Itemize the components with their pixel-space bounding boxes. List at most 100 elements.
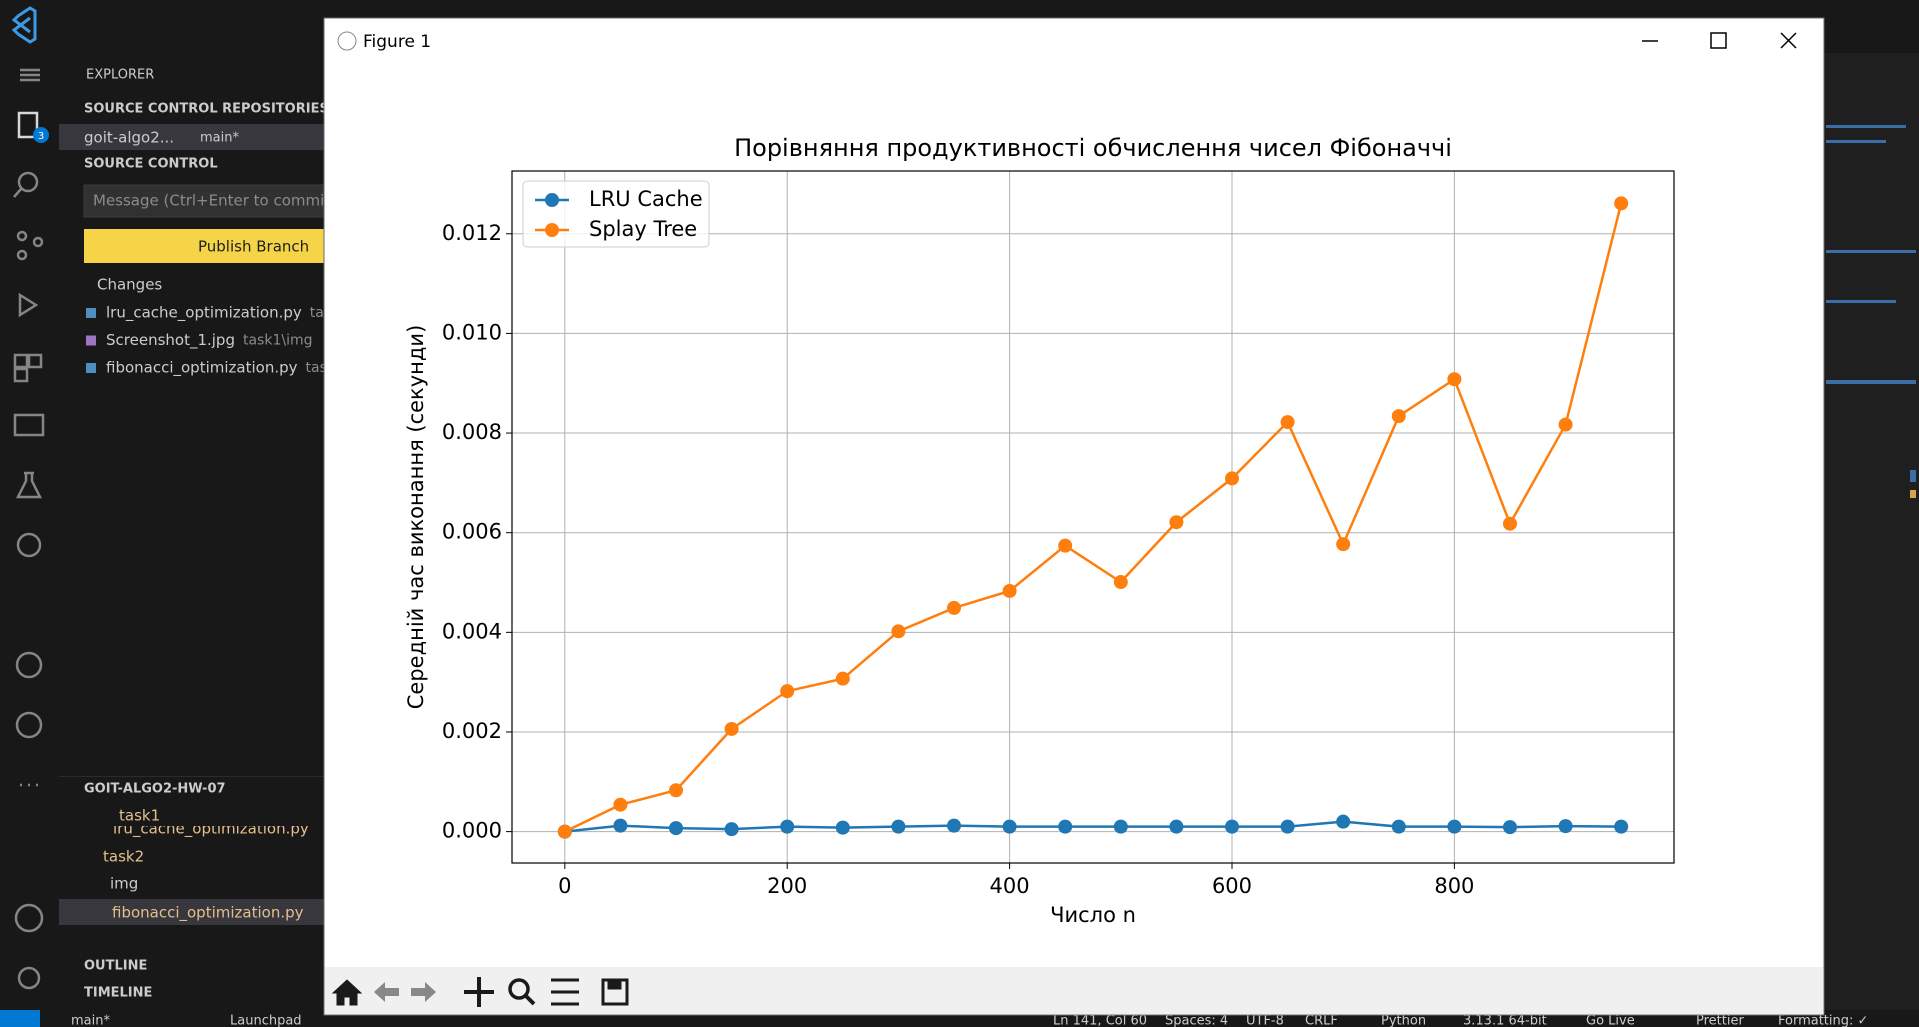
legend-marker [545, 223, 559, 237]
plot-frame [511, 170, 1675, 864]
data-point [1113, 819, 1128, 834]
explorer-title: EXPLORER [86, 68, 154, 83]
data-point [1002, 583, 1017, 598]
y-axis-label: Середній час виконання (секунди) [404, 325, 428, 710]
y-tick-label: 0.012 [442, 221, 502, 245]
data-point [1224, 819, 1239, 834]
tree-item[interactable]: img [110, 875, 138, 893]
file-name[interactable]: fibonacci_optimization.py [106, 359, 298, 378]
commit-placeholder[interactable]: Message (Ctrl+Enter to commit [93, 192, 330, 210]
series-line [564, 820, 1622, 833]
status-item[interactable]: main* [71, 1014, 110, 1027]
data-point [724, 721, 739, 736]
window-title: Figure 1 [363, 32, 431, 52]
chart: Порівняння продуктивності обчислення чис… [404, 134, 1675, 927]
data-point [1447, 819, 1462, 834]
repo-branch[interactable]: main* [200, 131, 239, 146]
status-item[interactable]: Python [1381, 1014, 1426, 1027]
x-tick-label: 800 [1434, 874, 1474, 898]
data-point [1502, 820, 1517, 835]
data-point [1614, 196, 1629, 211]
tree-item[interactable]: task2 [103, 848, 144, 866]
status-item[interactable]: Go Live [1586, 1014, 1635, 1027]
file-icon [86, 335, 96, 346]
badge-count: 3 [38, 131, 44, 142]
series-line [564, 203, 1623, 833]
badge [33, 127, 49, 143]
data-point [724, 822, 739, 837]
data-point [1169, 819, 1184, 834]
data-point [835, 820, 850, 835]
window-controls[interactable] [1642, 32, 1797, 49]
data-point [613, 797, 628, 812]
tree-item[interactable]: fibonacci_optimization.py [112, 904, 304, 923]
data-point [891, 624, 906, 639]
y-tick-label: 0.004 [442, 619, 502, 643]
data-point [669, 783, 684, 798]
x-tick-label: 200 [767, 874, 807, 898]
x-tick-label: 400 [990, 874, 1030, 898]
data-point [891, 819, 906, 834]
status-item[interactable]: UTF-8 [1246, 1014, 1284, 1027]
activity-bar [0, 53, 59, 1010]
data-point [1058, 538, 1073, 553]
publish-button[interactable] [84, 229, 324, 263]
status-item[interactable]: Ln 141, Col 60 [1053, 1014, 1147, 1027]
status-item[interactable]: CRLF [1305, 1014, 1338, 1027]
legend-label: Splay Tree [589, 217, 697, 241]
section-header[interactable]: GOIT-ALGO2-HW-07 [84, 782, 226, 797]
status-item[interactable]: Prettier [1696, 1014, 1744, 1027]
data-point [613, 818, 628, 833]
data-point [1280, 819, 1295, 834]
repo-name[interactable]: goit-algo2... [84, 129, 174, 147]
data-point [1336, 537, 1351, 552]
status-item[interactable]: Launchpad [230, 1014, 302, 1027]
data-point [835, 671, 850, 686]
data-point [1058, 819, 1073, 834]
section-header[interactable]: TIMELINE [84, 986, 152, 1001]
data-point [1558, 417, 1573, 432]
data-point [1280, 415, 1295, 430]
file-name[interactable]: Screenshot_1.jpg [106, 331, 235, 350]
toolbar [325, 967, 1823, 1014]
data-point [1169, 515, 1184, 530]
data-point [669, 821, 684, 836]
file-path[interactable]: task1\img [243, 333, 313, 349]
sticky-row [59, 802, 324, 826]
publish-label[interactable]: Publish Branch [198, 238, 309, 256]
data-point [1447, 372, 1462, 387]
x-axis-label: Число n [1050, 903, 1136, 927]
status-item[interactable]: 3.13.1 64-bit [1463, 1014, 1547, 1027]
section-header[interactable]: OUTLINE [84, 959, 147, 974]
section-header[interactable]: SOURCE CONTROL REPOSITORIES [84, 102, 329, 117]
editor [1824, 53, 1919, 1010]
window-icon [337, 31, 357, 51]
minimap [1826, 125, 1916, 498]
file-name[interactable]: lru_cache_optimization.py [106, 304, 302, 323]
divider [59, 776, 324, 777]
section-header[interactable]: SOURCE CONTROL [84, 157, 218, 172]
data-point [780, 684, 795, 699]
status-item[interactable]: Formatting: ✓ [1778, 1014, 1868, 1027]
selected-row [59, 899, 324, 925]
remote-indicator[interactable] [0, 1010, 40, 1027]
legend-label: LRU Cache [589, 187, 703, 211]
data-point [1002, 819, 1017, 834]
y-tick-label: 0.010 [442, 320, 502, 344]
data-point [1336, 814, 1351, 829]
repo-row[interactable] [59, 124, 324, 150]
tree-item[interactable]: task1 [119, 807, 160, 825]
changes-header[interactable]: Changes [97, 276, 162, 294]
app-logo [11, 6, 37, 44]
toolbar-icons[interactable] [331, 977, 629, 1007]
y-tick-label: 0.002 [442, 719, 502, 743]
x-tick-label: 600 [1212, 874, 1252, 898]
legend-marker [545, 193, 559, 207]
data-point [947, 600, 962, 615]
status-item[interactable]: Spaces: 4 [1165, 1014, 1228, 1027]
commit-input[interactable] [83, 184, 325, 218]
data-point [1113, 575, 1128, 590]
y-tick-label: 0.006 [442, 520, 502, 544]
chart-title: Порівняння продуктивності обчислення чис… [734, 134, 1452, 162]
